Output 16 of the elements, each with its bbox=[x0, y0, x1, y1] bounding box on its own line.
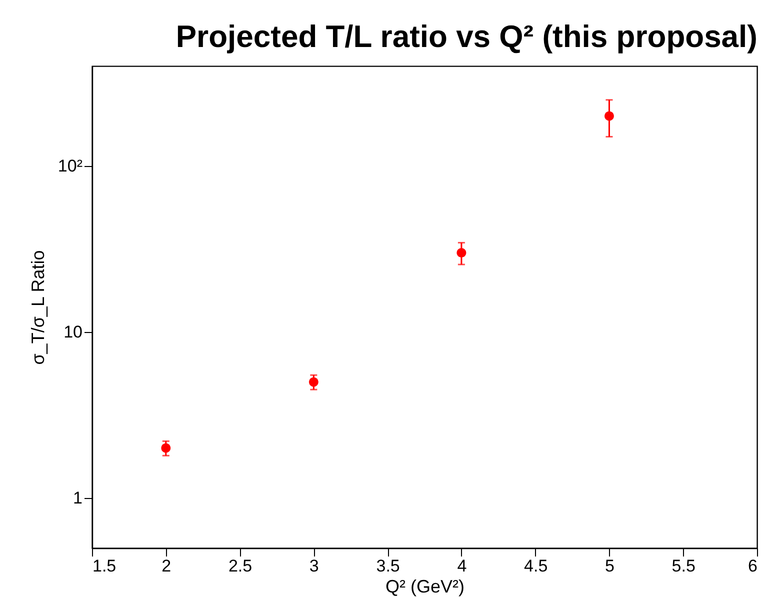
x-axis-title: Q² (GeV²) bbox=[386, 576, 464, 596]
y-tick-label: 1 bbox=[73, 488, 82, 508]
chart-title: Projected T/L ratio vs Q² (this proposal) bbox=[176, 19, 758, 54]
x-tick-label: 4.5 bbox=[524, 556, 548, 576]
x-tick-label: 5.5 bbox=[672, 556, 696, 576]
y-tick-label: 10 bbox=[64, 322, 82, 342]
x-tick-label: 3 bbox=[309, 556, 319, 576]
x-tick-label: 6 bbox=[748, 556, 758, 576]
x-tick-label: 5 bbox=[604, 556, 614, 576]
y-axis-title: σ_T/σ_L Ratio bbox=[28, 250, 48, 365]
x-tick-label: 4 bbox=[457, 556, 467, 576]
x-tick-label: 3.5 bbox=[376, 556, 400, 576]
y-tick-label: 10² bbox=[58, 156, 83, 176]
x-tick-label: 2 bbox=[162, 556, 172, 576]
x-tick-label: 2.5 bbox=[228, 556, 252, 576]
x-tick-label: 1.5 bbox=[92, 556, 116, 576]
